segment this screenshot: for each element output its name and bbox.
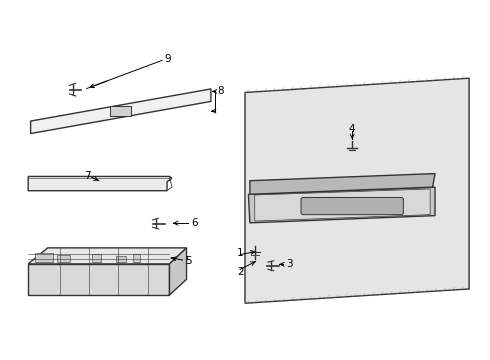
Polygon shape (28, 248, 187, 264)
Bar (110, 106, 131, 116)
Bar (57, 255, 70, 262)
Polygon shape (30, 89, 211, 134)
Text: 5: 5 (186, 256, 192, 266)
Text: 1: 1 (237, 248, 244, 257)
Polygon shape (28, 176, 172, 191)
Text: 7: 7 (84, 171, 91, 181)
Polygon shape (248, 187, 435, 223)
Text: 4: 4 (349, 124, 356, 134)
Bar (92, 254, 101, 262)
Polygon shape (250, 174, 435, 194)
Polygon shape (170, 248, 187, 295)
Polygon shape (28, 264, 170, 295)
Bar (116, 256, 125, 262)
FancyBboxPatch shape (301, 198, 403, 215)
Polygon shape (255, 189, 430, 221)
Bar (35, 253, 52, 262)
Text: 6: 6 (191, 218, 197, 228)
Text: 9: 9 (165, 54, 172, 64)
Text: 2: 2 (237, 267, 244, 277)
Text: 8: 8 (217, 86, 223, 96)
Polygon shape (245, 78, 469, 303)
Text: 3: 3 (287, 259, 293, 269)
Bar (133, 254, 140, 262)
